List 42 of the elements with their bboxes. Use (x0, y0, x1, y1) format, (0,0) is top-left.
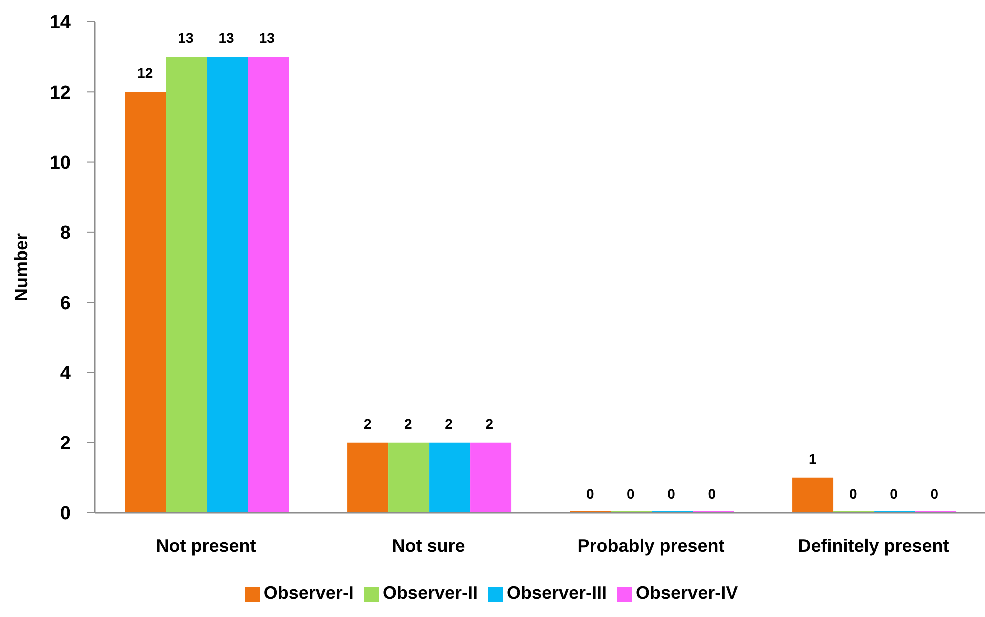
data-label: 0 (627, 486, 636, 502)
x-tick-label: Probably present (578, 536, 725, 556)
y-axis-title: Number (11, 233, 32, 302)
y-tick-label: 12 (50, 82, 71, 104)
data-label: 13 (218, 30, 235, 46)
y-tick-label: 14 (50, 12, 72, 34)
bar (166, 57, 208, 513)
bar (207, 57, 248, 513)
data-label: 0 (586, 486, 594, 502)
legend-label: Observer-IV (636, 583, 738, 603)
y-tick-label: 2 (60, 434, 71, 455)
bar (348, 442, 389, 513)
bar (470, 442, 512, 513)
x-tick-label: Not present (156, 536, 256, 556)
y-tick-label: 10 (50, 153, 71, 174)
data-label: 13 (259, 30, 276, 46)
data-label: 1 (808, 450, 817, 467)
data-label: 0 (890, 486, 898, 502)
bar (430, 442, 471, 513)
x-tick-label: Not sure (392, 536, 466, 556)
y-tick-label: 0 (60, 504, 71, 525)
bar (388, 442, 430, 513)
bar (125, 92, 166, 513)
data-label: 0 (850, 486, 858, 502)
legend-label: Observer-III (506, 583, 608, 603)
data-label: 12 (138, 65, 154, 82)
bar (248, 57, 290, 513)
legend-label: Observer-II (382, 583, 478, 603)
data-label: 2 (364, 416, 372, 432)
data-label: 0 (708, 486, 716, 502)
legend-label: Observer-I (264, 583, 354, 603)
bar (792, 478, 834, 513)
data-label: 0 (668, 486, 676, 502)
data-label: 13 (178, 30, 194, 46)
data-label: 2 (486, 416, 494, 432)
y-tick-label: 4 (60, 363, 72, 384)
data-label: 2 (445, 416, 454, 432)
x-tick-label: Definitely present (798, 536, 950, 556)
data-label: 2 (404, 416, 413, 432)
y-tick-label: 6 (60, 293, 71, 314)
y-tick-label: 8 (60, 223, 71, 244)
data-label: 0 (930, 486, 939, 502)
